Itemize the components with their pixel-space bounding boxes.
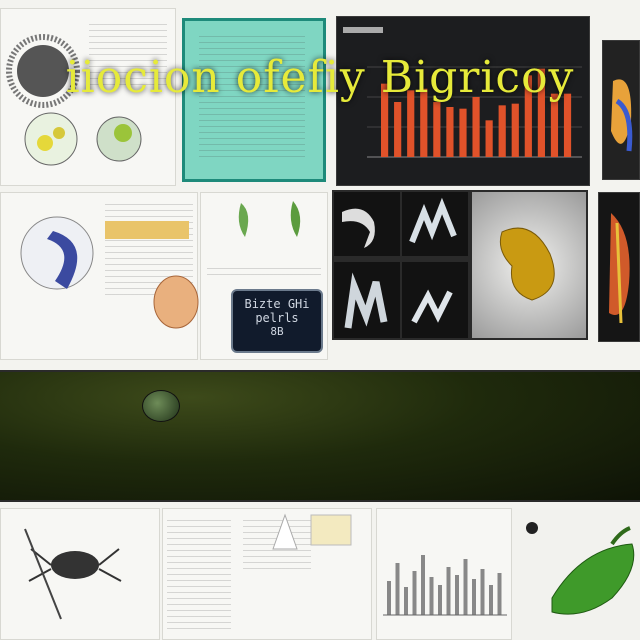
bar — [459, 108, 467, 157]
microscope-cell-icon — [96, 116, 142, 162]
coral-tile-top — [402, 192, 468, 256]
green-pepper-icon — [526, 522, 635, 615]
histogram-bar — [446, 567, 451, 615]
bone-fragment-icon — [342, 208, 375, 248]
specimen-sheet-top-left — [0, 8, 176, 186]
highlight-bar — [105, 221, 189, 239]
histogram-bar — [421, 555, 425, 615]
leaf-icon — [238, 201, 301, 237]
bone-fragment-tile — [334, 192, 400, 256]
histogram — [383, 555, 507, 616]
bar — [381, 83, 389, 157]
histogram-bar — [429, 577, 434, 615]
teal-data-sheet — [182, 18, 326, 182]
microscope-cell-icon — [24, 112, 78, 166]
bar — [485, 120, 493, 157]
bar — [524, 75, 532, 157]
histogram-bar — [489, 585, 493, 615]
image-grid-panel — [332, 190, 588, 340]
bar — [407, 90, 415, 157]
triangle-mark — [272, 513, 298, 550]
histogram-bar — [438, 585, 442, 615]
histogram-bar — [395, 563, 400, 615]
cartilage-icon — [20, 216, 94, 290]
bar — [394, 102, 402, 157]
bar — [537, 68, 545, 157]
bar — [433, 102, 441, 157]
label-box-line3: 8B — [270, 325, 284, 338]
label-box: Bizte GHi pelrls 8B — [231, 289, 323, 353]
coral-tile-bottom — [334, 262, 400, 338]
specimen-sheet-bottom-left — [0, 508, 160, 640]
bar — [550, 93, 559, 157]
histogram-bar — [387, 581, 391, 615]
specimen-sheet-middle-center: Bizte GHi pelrls 8B — [200, 192, 328, 360]
coral-icon — [411, 289, 453, 324]
banner-title: iiocion ofefiy Bigricoy — [65, 52, 575, 103]
bar — [563, 93, 572, 157]
label-box-line1: Bizte GHi — [244, 297, 310, 311]
onion-specimen — [150, 270, 200, 330]
coral-tile-bottom-right — [402, 262, 468, 338]
bar — [498, 105, 506, 157]
histogram-bar — [463, 559, 468, 615]
bar — [420, 88, 428, 157]
histogram-bar — [412, 571, 417, 615]
data-sheet-bottom-center — [162, 508, 372, 640]
chart-header-mark — [343, 27, 383, 33]
coral-icon — [409, 197, 457, 244]
histogram-bar — [455, 575, 459, 615]
bar — [446, 107, 454, 157]
histogram-bar — [404, 587, 408, 615]
bar — [472, 97, 480, 157]
bar-chart — [343, 27, 582, 158]
spider-icon — [28, 548, 122, 582]
title-banner — [0, 370, 640, 502]
pepper-specimen — [512, 508, 640, 640]
histogram-bar — [472, 579, 476, 615]
bar-chart-panel — [336, 16, 590, 186]
orb-icon — [142, 390, 180, 422]
label-box-line2: pelrls — [255, 311, 299, 325]
sea-urchin-icon — [6, 34, 80, 108]
note-box — [310, 514, 352, 546]
gold-nugget-icon — [499, 227, 555, 301]
leaf-icon — [24, 528, 62, 620]
specimen-sheet-middle-left — [0, 192, 198, 360]
coral-icon — [344, 272, 388, 329]
gold-nugget-tile — [472, 192, 586, 338]
anatomy-panel-middle-right — [598, 192, 640, 342]
histogram-sheet — [376, 508, 512, 640]
histogram-bar — [497, 573, 502, 615]
histogram-bar — [480, 569, 485, 615]
bar — [511, 103, 519, 157]
anatomy-panel-top-right — [602, 40, 640, 180]
